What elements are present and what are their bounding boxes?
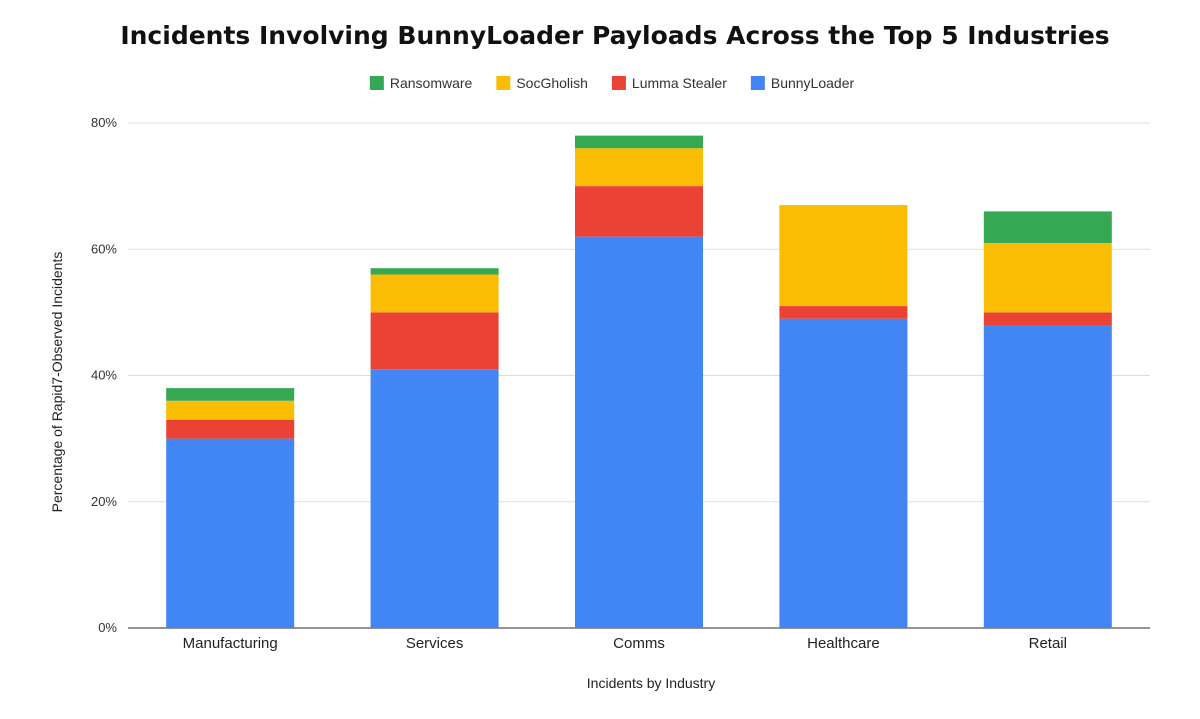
legend-label: BunnyLoader: [771, 75, 855, 91]
bar-segment-lumma-stealer: [779, 306, 908, 319]
legend-item-lumma-stealer: Lumma Stealer: [611, 75, 727, 91]
legend-item-socgholish: SocGholish: [496, 75, 588, 91]
y-axis-ticks: 0% 20% 40% 60% 80%: [91, 115, 117, 635]
x-category-label: Manufacturing: [183, 635, 278, 652]
bar-segment-bunnyloader: [575, 236, 703, 628]
x-category-label: Comms: [613, 635, 665, 652]
legend-item-bunnyloader: BunnyLoader: [750, 75, 855, 91]
bar-segment-socgholish: [370, 274, 499, 313]
y-tick-label: 40%: [91, 368, 117, 383]
chart-title: Incidents Involving BunnyLoader Payloads…: [120, 21, 1109, 50]
bar-segment-bunnyloader: [370, 369, 499, 628]
y-tick-label: 60%: [91, 241, 117, 256]
bar-segment-ransomware: [575, 135, 703, 149]
bar-segment-ransomware: [370, 268, 499, 275]
legend-swatch: [611, 76, 626, 90]
x-category-label: Healthcare: [807, 635, 880, 652]
bar-stack-healthcare: [779, 205, 908, 628]
bar-segment-lumma-stealer: [575, 186, 703, 237]
legend-label: Lumma Stealer: [632, 75, 727, 91]
y-tick-label: 0%: [98, 620, 117, 635]
bar-stack-services: [370, 268, 499, 628]
bar-segment-lumma-stealer: [166, 419, 295, 439]
legend-swatch: [750, 76, 765, 90]
legend-label: SocGholish: [516, 75, 588, 91]
bar-segment-socgholish: [166, 400, 295, 420]
bar-stack-comms: [575, 135, 703, 628]
y-tick-label: 20%: [91, 494, 117, 509]
bar-segment-lumma-stealer: [983, 312, 1112, 325]
bar-segment-ransomware: [983, 211, 1112, 243]
bar-stack-retail: [983, 211, 1112, 628]
bar-segment-ransomware: [166, 388, 295, 401]
legend-label: Ransomware: [390, 75, 473, 91]
x-category-label: Services: [406, 635, 464, 652]
bar-stack-manufacturing: [166, 388, 295, 628]
legend-item-ransomware: Ransomware: [369, 75, 473, 91]
x-axis-label: Incidents by Industry: [587, 675, 715, 691]
bar-segment-socgholish: [779, 205, 908, 307]
bar-segment-bunnyloader: [166, 438, 295, 628]
bar-segment-bunnyloader: [983, 325, 1112, 628]
legend: Ransomware SocGholish Lumma Stealer BunnyLo…: [369, 75, 855, 91]
legend-swatch: [496, 76, 511, 90]
x-axis-category-labels: Manufacturing Services Comms Healthcare Reta…: [183, 635, 1067, 652]
x-category-label: Retail: [1029, 635, 1067, 652]
y-axis-label: Percentage of Rapid7-Observed Incidents: [49, 252, 65, 513]
bar-segment-socgholish: [575, 148, 703, 187]
bar-segment-bunnyloader: [779, 318, 908, 628]
bar-segment-lumma-stealer: [370, 312, 499, 370]
y-tick-label: 80%: [91, 115, 117, 130]
legend-swatch: [369, 76, 384, 90]
bars: [166, 135, 1112, 628]
bar-segment-socgholish: [983, 242, 1112, 313]
